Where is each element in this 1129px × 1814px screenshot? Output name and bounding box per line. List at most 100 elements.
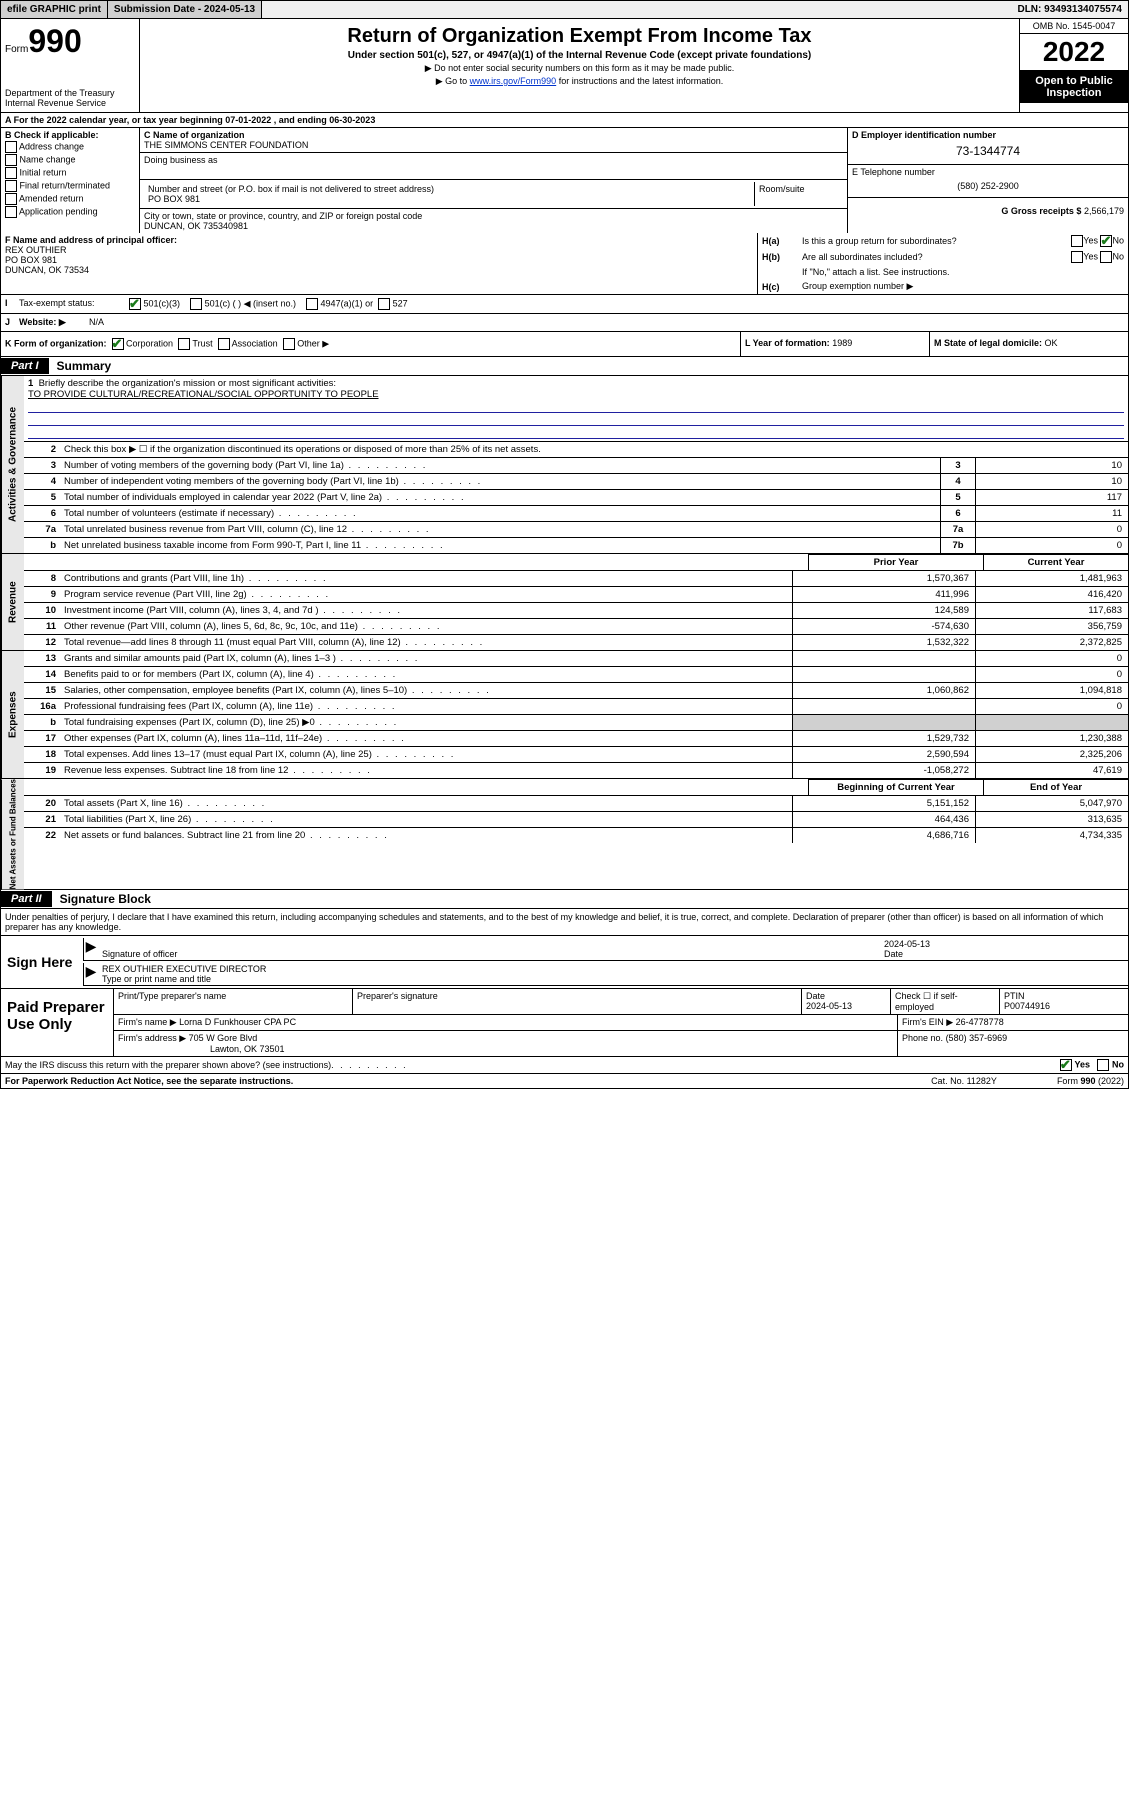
current-value: 1,230,388 <box>975 731 1128 746</box>
box-f: F Name and address of principal officer:… <box>1 233 758 294</box>
firm-phone-cell: Phone no. (580) 357-6969 <box>898 1031 1128 1056</box>
mission-num: 1 <box>28 378 33 389</box>
cb-527[interactable] <box>378 298 390 310</box>
line-l: L Year of formation: 1989 <box>741 332 930 356</box>
vtab-expenses: Expenses <box>1 651 24 778</box>
cb-address-change[interactable]: Address change <box>5 141 135 153</box>
current-value <box>975 715 1128 730</box>
row-desc: Number of independent voting members of … <box>60 474 940 489</box>
row-desc: Total fundraising expenses (Part IX, col… <box>60 715 792 730</box>
section-bcdeg: B Check if applicable: Address change Na… <box>0 128 1129 233</box>
firm-ein-value: 26-4778778 <box>956 1017 1004 1027</box>
ein-value: 73-1344774 <box>852 140 1124 162</box>
row-desc: Total expenses. Add lines 13–17 (must eq… <box>60 747 792 762</box>
mission-underline <box>28 402 1124 413</box>
may-yes-checkbox[interactable] <box>1060 1059 1072 1071</box>
mission-row: 1 Briefly describe the organization's mi… <box>24 376 1128 441</box>
cb-corporation[interactable] <box>112 338 124 350</box>
ha-text: Is this a group return for subordinates? <box>802 236 1071 246</box>
row-num: 6 <box>24 506 60 521</box>
sign-date-value: 2024-05-13 <box>884 939 930 949</box>
cb-501c3[interactable] <box>129 298 141 310</box>
preparer-sig-label: Preparer's signature <box>357 991 438 1001</box>
row-desc: Professional fundraising fees (Part IX, … <box>60 699 792 714</box>
row-desc: Total number of individuals employed in … <box>60 490 940 505</box>
signature-field[interactable]: Signature of officer <box>98 938 880 961</box>
current-value: 416,420 <box>975 587 1128 602</box>
cb-application-pending[interactable]: Application pending <box>5 206 135 218</box>
vtab-governance: Activities & Governance <box>1 376 24 553</box>
firm-addr1: 705 W Gore Blvd <box>189 1033 258 1043</box>
top-bar: efile GRAPHIC print Submission Date - 20… <box>0 0 1129 19</box>
room-suite-cell: Room/suite <box>755 182 843 206</box>
efile-print-button[interactable]: efile GRAPHIC print <box>1 1 108 18</box>
row-num: b <box>24 538 60 553</box>
part-1-header: Part I Summary <box>0 357 1129 376</box>
cb-amended-return[interactable]: Amended return <box>5 193 135 205</box>
cb-trust[interactable] <box>178 338 190 350</box>
data-row: bTotal fundraising expenses (Part IX, co… <box>24 715 1128 731</box>
dots <box>331 1060 408 1070</box>
tax-year: 2022 <box>1020 34 1128 71</box>
box-de: D Employer identification number 73-1344… <box>848 128 1128 233</box>
cb-final-return[interactable]: Final return/terminated <box>5 180 135 192</box>
city-label: City or town, state or province, country… <box>144 211 422 221</box>
note-goto: ▶ Go to www.irs.gov/Form990 for instruct… <box>146 76 1013 87</box>
street-cell: Number and street (or P.O. box if mail i… <box>144 182 755 206</box>
officer-name: REX OUTHIER <box>5 245 67 255</box>
hb-yes-checkbox[interactable] <box>1071 251 1083 263</box>
current-value: 313,635 <box>975 812 1128 827</box>
line-klm: K Form of organization: Corporation Trus… <box>0 332 1129 357</box>
street-label: Number and street (or P.O. box if mail i… <box>148 184 434 194</box>
vtab-revenue: Revenue <box>1 554 24 650</box>
row-num: 22 <box>24 828 60 843</box>
ha-no-checkbox[interactable] <box>1100 235 1112 247</box>
row-desc: Other expenses (Part IX, column (A), lin… <box>60 731 792 746</box>
dept-treasury: Department of the Treasury <box>5 88 135 98</box>
cb-association[interactable] <box>218 338 230 350</box>
cb-initial-return[interactable]: Initial return <box>5 167 135 179</box>
may-no-checkbox[interactable] <box>1097 1059 1109 1071</box>
row-desc: Net assets or fund balances. Subtract li… <box>60 828 792 843</box>
year-formation: 1989 <box>832 338 852 348</box>
row-box: 3 <box>940 458 975 473</box>
box-b-title: B Check if applicable: <box>5 130 99 140</box>
part-2-title: Signature Block <box>52 890 159 908</box>
ein-label: D Employer identification number <box>852 130 996 140</box>
cb-4947[interactable] <box>306 298 318 310</box>
h-a-row: H(a) Is this a group return for subordin… <box>758 233 1128 249</box>
paid-preparer-grid: Print/Type preparer's name Preparer's si… <box>114 989 1128 1056</box>
h-c-row: H(c) Group exemption number ▶ <box>758 279 1128 294</box>
irs-link[interactable]: www.irs.gov/Form990 <box>470 76 557 86</box>
dba-cell: Doing business as <box>140 153 847 180</box>
mission-underline <box>28 428 1124 439</box>
part-2-label: Part II <box>1 891 52 907</box>
row-num: 20 <box>24 796 60 811</box>
cb-name-change[interactable]: Name change <box>5 154 135 166</box>
may-discuss-row: May the IRS discuss this return with the… <box>0 1057 1129 1074</box>
data-row: 11Other revenue (Part VIII, column (A), … <box>24 619 1128 635</box>
net-assets-content: Beginning of Current Year End of Year 20… <box>24 779 1128 889</box>
expenses-content: 13Grants and similar amounts paid (Part … <box>24 651 1128 778</box>
prep-date-value: 2024-05-13 <box>806 1001 852 1011</box>
submission-date-button[interactable]: Submission Date - 2024-05-13 <box>108 1 262 18</box>
row-desc: Number of voting members of the governin… <box>60 458 940 473</box>
row-num: 19 <box>24 763 60 778</box>
cb-501c[interactable] <box>190 298 202 310</box>
ha-yes-checkbox[interactable] <box>1071 235 1083 247</box>
org-name-cell: C Name of organization THE SIMMONS CENTE… <box>140 128 847 153</box>
hb-no-checkbox[interactable] <box>1100 251 1112 263</box>
footer: For Paperwork Reduction Act Notice, see … <box>0 1074 1129 1089</box>
form-subtitle: Under section 501(c), 527, or 4947(a)(1)… <box>146 50 1013 61</box>
data-row: 15Salaries, other compensation, employee… <box>24 683 1128 699</box>
gov-row: 3Number of voting members of the governi… <box>24 458 1128 474</box>
cb-other[interactable] <box>283 338 295 350</box>
prior-value: -1,058,272 <box>792 763 975 778</box>
row-value: 0 <box>975 538 1128 553</box>
officer-city: DUNCAN, OK 73534 <box>5 265 89 275</box>
row-desc: Benefits paid to or for members (Part IX… <box>60 667 792 682</box>
row-desc: Other revenue (Part VIII, column (A), li… <box>60 619 792 634</box>
section-fh: F Name and address of principal officer:… <box>0 233 1129 295</box>
self-employed-cell: Check ☐ if self-employed <box>891 989 1000 1014</box>
j-text: Website: ▶ <box>19 317 89 328</box>
